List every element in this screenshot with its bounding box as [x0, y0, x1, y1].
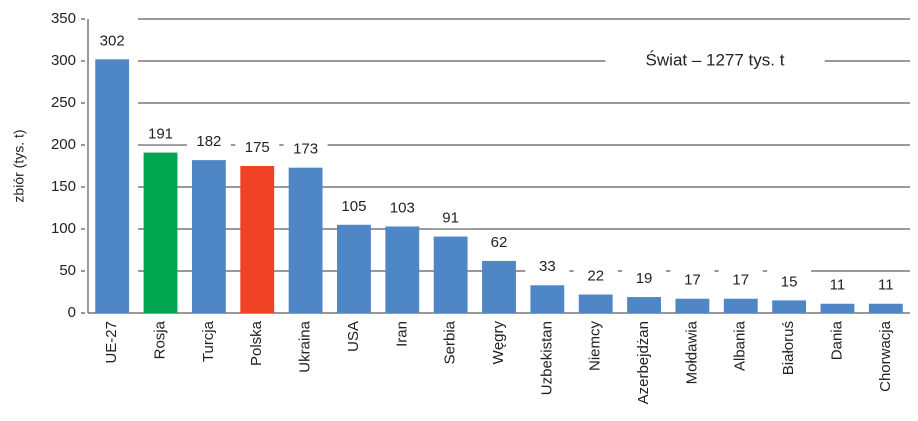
value-label-bg [331, 194, 376, 217]
value-label-bg [90, 29, 135, 52]
value-label: 17 [684, 272, 701, 289]
bar [530, 285, 565, 313]
x-tick-label: Białoruś [780, 321, 797, 375]
value-label-bg [380, 196, 425, 219]
value-label-bg [525, 255, 570, 278]
value-label: 19 [636, 270, 653, 287]
value-label-bg [767, 270, 812, 293]
value-label: 91 [442, 210, 459, 227]
x-tick-label: Uzbekistan [538, 321, 555, 395]
value-label: 33 [539, 258, 556, 275]
bar [627, 297, 661, 313]
y-tick-label: 0 [68, 304, 76, 321]
annotation-bg [605, 46, 825, 74]
y-tick-label: 100 [51, 220, 76, 237]
annotation: Świat – 1277 tys. t [646, 50, 785, 69]
x-tick-label: Ukraina [297, 320, 314, 372]
x-tick-label: Węgry [490, 321, 507, 365]
y-tick-label: 350 [51, 10, 76, 27]
bar [337, 224, 371, 313]
bar [675, 298, 710, 313]
value-label-bg [815, 273, 860, 296]
x-tick-label: USA [345, 321, 362, 352]
x-tick-label: Albania [732, 320, 749, 371]
value-label: 15 [781, 273, 798, 290]
x-tick-label: Polska [248, 320, 265, 366]
x-tick-label: Iran [393, 321, 410, 347]
y-axis-label: zbiór (tys. t) [11, 129, 27, 202]
value-label-bg [235, 136, 280, 158]
value-label-bg [428, 206, 473, 229]
x-tick-label: Azerbejdżan [635, 321, 652, 404]
y-tick-label: 150 [51, 178, 76, 195]
value-label: 17 [732, 272, 749, 289]
value-label-bg [477, 230, 521, 253]
x-tick-label: Niemcy [587, 321, 604, 372]
x-tick-label: Chorwacja [877, 320, 894, 392]
bar [868, 303, 903, 313]
value-label: 11 [830, 277, 846, 294]
value-label: 11 [878, 277, 894, 294]
bar [723, 298, 758, 313]
x-tick-label: Serbia [442, 320, 459, 364]
value-label: 62 [491, 234, 508, 251]
bar [95, 59, 130, 313]
x-tick-label: UE-27 [103, 321, 120, 364]
value-label: 105 [341, 198, 366, 215]
bar [385, 226, 420, 313]
value-label-bg [283, 137, 328, 160]
value-label: 302 [100, 32, 125, 49]
value-label: 173 [293, 141, 318, 158]
value-label-bg [863, 273, 908, 296]
y-tick-label: 300 [51, 52, 76, 69]
y-tick-label: 50 [59, 262, 76, 279]
bar [288, 167, 323, 313]
y-tick-label: 200 [51, 136, 76, 153]
value-label-bg [573, 264, 618, 287]
value-label: 103 [390, 199, 415, 216]
bar [820, 303, 855, 313]
y-tick-label: 250 [51, 94, 76, 111]
bar [191, 160, 226, 313]
value-label-bg [622, 267, 667, 290]
bar [482, 260, 516, 313]
x-tick-label: Rosja [151, 320, 168, 359]
value-label-bg [718, 268, 763, 291]
value-label-bg [670, 268, 715, 291]
x-tick-label: Turcja [200, 320, 217, 362]
value-label: 182 [196, 133, 221, 150]
x-tick-label: Mołdawia [683, 320, 700, 384]
x-tick-label: Dania [828, 320, 845, 360]
value-label: 191 [148, 126, 173, 143]
bar [578, 294, 613, 313]
value-label: 22 [587, 267, 604, 284]
bar [143, 152, 178, 313]
value-label-bg [186, 130, 231, 153]
value-label: 175 [245, 139, 270, 156]
value-label-bg [138, 122, 183, 145]
bar [772, 300, 807, 313]
bar [240, 166, 275, 313]
bar [433, 236, 468, 313]
